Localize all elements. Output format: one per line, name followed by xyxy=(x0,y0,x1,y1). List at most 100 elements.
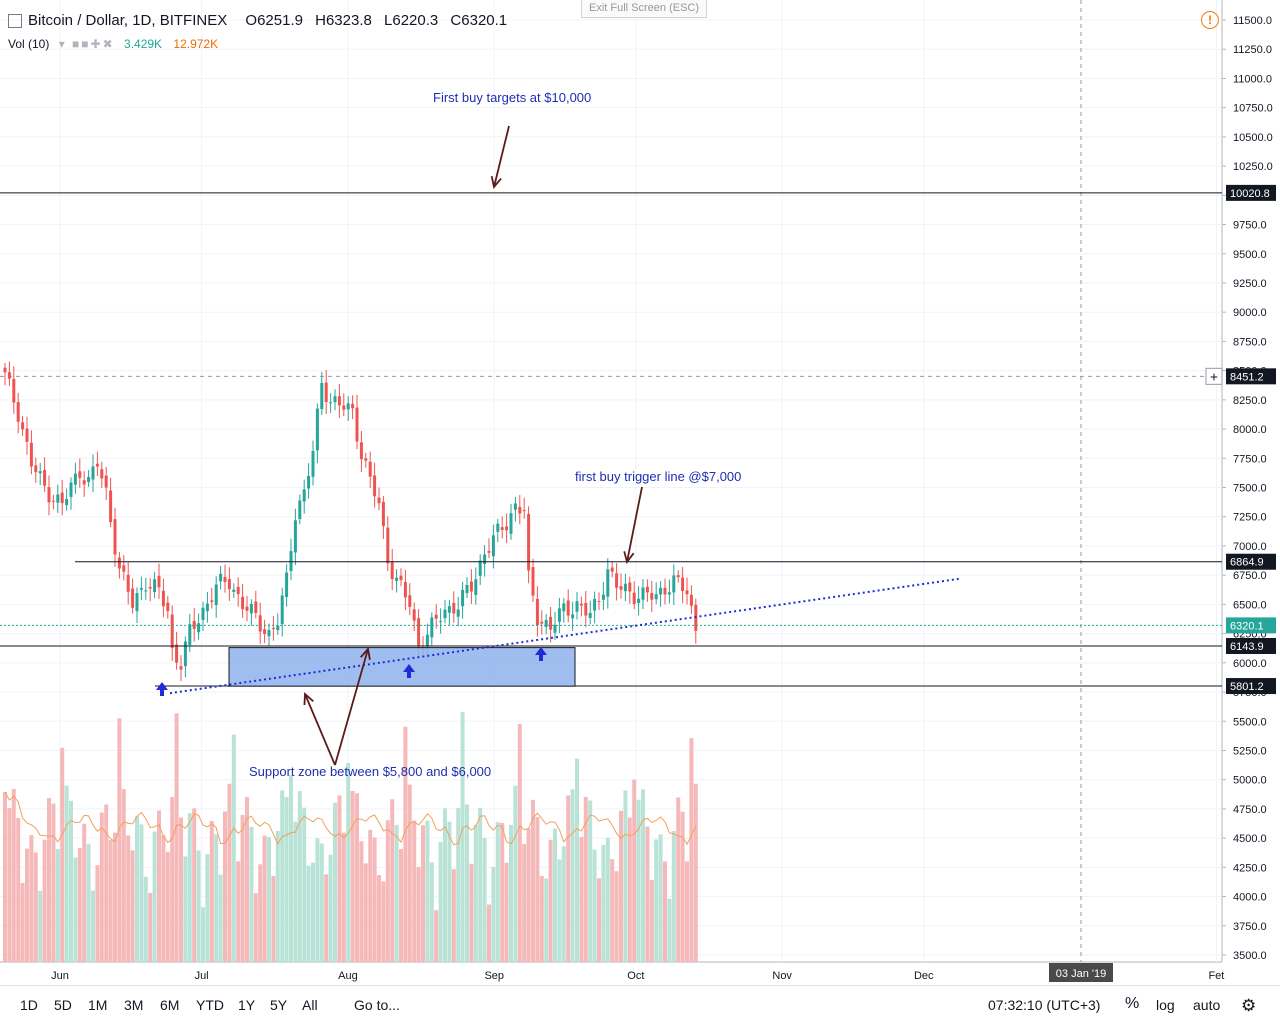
candle xyxy=(29,442,33,467)
log-toggle[interactable]: log xyxy=(1156,997,1175,1013)
volume-bar xyxy=(689,738,694,962)
trigger-arrow[interactable] xyxy=(626,486,643,563)
y-tick-label: 3500.0 xyxy=(1233,950,1267,962)
volume-bar xyxy=(306,865,311,962)
volume-bar xyxy=(311,862,315,962)
range-button-5d[interactable]: 5D xyxy=(54,997,72,1013)
candle xyxy=(601,594,605,600)
gear-icon[interactable]: ⚙ xyxy=(1241,996,1257,1015)
volume-bar xyxy=(3,792,7,962)
volume-bar xyxy=(473,824,478,962)
indicator-controls-icon[interactable]: ▾ ■■✚✖ xyxy=(58,37,115,51)
candle xyxy=(87,476,91,483)
up-arrow-icon xyxy=(403,664,415,678)
candle xyxy=(56,494,60,503)
target-arrow[interactable] xyxy=(493,125,510,188)
price-label-box xyxy=(1226,678,1276,695)
volume-bar xyxy=(544,878,549,962)
range-button-all[interactable]: All xyxy=(302,997,318,1013)
volume-bar xyxy=(368,829,373,962)
menu-icon[interactable] xyxy=(8,14,22,28)
goto-button[interactable]: Go to... xyxy=(354,997,400,1013)
candle xyxy=(117,557,121,569)
volume-bar xyxy=(121,789,126,962)
candle xyxy=(557,608,561,622)
candle xyxy=(346,403,350,410)
candle xyxy=(12,378,16,403)
range-button-1d[interactable]: 1D xyxy=(20,997,38,1013)
support-arrow-right[interactable] xyxy=(334,648,369,766)
exit-fullscreen-button[interactable]: Exit Full Screen (ESC) xyxy=(581,0,707,18)
volume-bar xyxy=(99,812,104,962)
range-button-6m[interactable]: 6M xyxy=(160,997,180,1013)
price-chart[interactable]: 11500.0 11250.0 11000.0 10750.0 10500.0 10250… xyxy=(0,0,1280,985)
volume-bar xyxy=(262,835,267,962)
volume-bar xyxy=(597,878,601,962)
candle xyxy=(258,615,262,632)
alert-icon[interactable]: ! xyxy=(1201,11,1219,29)
candle xyxy=(395,577,399,581)
volume-bar xyxy=(253,893,258,962)
volume-bar xyxy=(223,811,227,962)
price-label-box xyxy=(1226,617,1276,634)
y-tick-label: 10500.0 xyxy=(1233,132,1273,144)
candle xyxy=(65,498,69,506)
candle xyxy=(183,641,187,667)
volume-bar xyxy=(570,789,575,962)
candle xyxy=(496,523,500,532)
candle xyxy=(408,595,412,607)
y-tick-label: 7000.0 xyxy=(1233,541,1267,553)
range-button-1y[interactable]: 1Y xyxy=(238,997,256,1013)
symbol-title[interactable]: Bitcoin / Dollar, 1D, BITFINEX xyxy=(28,12,228,29)
candle xyxy=(606,569,610,597)
candle xyxy=(540,621,544,624)
volume-bar xyxy=(165,851,170,962)
volume-bar xyxy=(284,797,289,962)
volume-label[interactable]: Vol (10) xyxy=(8,37,50,51)
candle xyxy=(69,482,73,497)
candle xyxy=(443,609,447,619)
y-tick-label: 9500.0 xyxy=(1233,249,1267,261)
y-tick-label: 9000.0 xyxy=(1233,307,1267,319)
price-label-box xyxy=(1226,184,1276,201)
clock-time[interactable]: 07:32:10 (UTC+3) xyxy=(988,997,1101,1013)
y-tick-label: 9250.0 xyxy=(1233,278,1267,290)
y-tick-label: 7500.0 xyxy=(1233,483,1267,495)
candle xyxy=(597,601,601,603)
volume-bar xyxy=(341,832,346,962)
crosshair-date-label: 03 Jan '19 xyxy=(1056,968,1106,980)
percent-toggle[interactable]: % xyxy=(1125,995,1140,1012)
support-zone[interactable] xyxy=(228,647,576,687)
candle xyxy=(632,592,636,605)
y-tick-label: 3750.0 xyxy=(1233,921,1267,933)
volume-bar xyxy=(64,785,69,962)
candle xyxy=(307,475,311,489)
volume-bar xyxy=(55,849,60,962)
trend-line[interactable] xyxy=(169,577,961,695)
range-button-ytd[interactable]: YTD xyxy=(196,997,224,1013)
y-tick-label: 4500.0 xyxy=(1233,833,1267,845)
candle xyxy=(34,465,38,473)
volume-value: 3.429K xyxy=(124,37,163,51)
candle xyxy=(175,644,179,663)
candle xyxy=(329,402,333,404)
range-button-3m[interactable]: 3M xyxy=(124,997,144,1013)
volume-bar xyxy=(385,820,390,962)
range-button-5y[interactable]: 5Y xyxy=(270,997,288,1013)
volume-bar xyxy=(209,821,214,962)
support-arrow-left[interactable] xyxy=(304,693,336,766)
volume-bar xyxy=(196,850,201,962)
range-button-1m[interactable]: 1M xyxy=(88,997,108,1013)
x-tick-label: Dec xyxy=(914,970,934,982)
y-tick-label: 8250.0 xyxy=(1233,395,1267,407)
volume-bar xyxy=(130,850,135,962)
volume-bar xyxy=(218,874,223,962)
candle xyxy=(144,590,148,592)
crosshair-plus-icon[interactable] xyxy=(1205,367,1223,385)
volume-bar xyxy=(363,863,368,962)
candle xyxy=(232,589,236,592)
volume-bar xyxy=(399,849,403,962)
auto-toggle[interactable]: auto xyxy=(1193,997,1221,1013)
volume-bar xyxy=(293,821,298,962)
volume-bar xyxy=(143,876,148,962)
